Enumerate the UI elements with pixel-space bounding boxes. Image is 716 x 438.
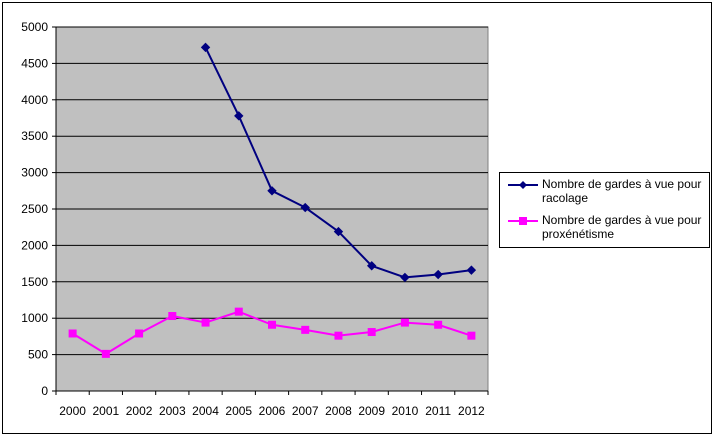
data-point [168,312,177,321]
legend-swatch-proxenetisme [508,217,538,225]
x-tick-label: 2004 [192,404,219,418]
data-point [334,331,343,340]
data-point [234,111,244,121]
y-tick-label: 0 [41,384,48,398]
legend-label-racolage: Nombre de gardes à vue pour racolage [542,177,702,205]
data-point [300,202,310,213]
legend-label-proxenetisme: Nombre de gardes à vue pour proxénétisme [542,213,702,241]
y-tick-label: 1000 [21,311,48,325]
x-tick-label: 2008 [325,404,352,418]
x-tick-label: 2007 [292,404,319,418]
x-tick-label: 2003 [159,404,186,418]
gridlines [56,26,488,356]
data-point [201,318,210,327]
x-tick-label: 2012 [458,404,485,418]
x-tick-label: 2010 [392,404,419,418]
x-tick-label: 2006 [259,404,286,418]
legend-entry-proxenetisme: Nombre de gardes à vue pour proxénétisme [508,213,708,245]
data-point [234,307,243,316]
axes: 0 500 1000 1500 2000 2500 3000 3500 4000 4500 5000… [21,20,489,418]
data-point [434,320,443,329]
y-tick-label: 3000 [21,166,48,180]
data-point [400,272,410,283]
y-tick-label: 1500 [21,275,48,289]
data-point [268,320,276,329]
x-tick-label: 2005 [225,404,252,418]
y-tick-label: 3500 [21,129,48,143]
y-tick-label: 4500 [21,56,48,70]
x-tick-label: 2011 [425,404,451,418]
data-point [366,261,377,271]
x-tick-label: 2009 [358,404,385,418]
data-point [267,186,277,196]
data-point [200,42,211,53]
data-point [333,226,344,237]
y-tick-label: 2500 [21,202,48,216]
x-tick-label: 2002 [126,404,153,418]
series-layer [68,42,477,358]
legend-entry-racolage: Nombre de gardes à vue pour racolage [508,177,708,209]
legend: Nombre de gardes à vue pour racolage Nom… [499,172,710,248]
data-point [68,329,77,338]
y-tick-label: 500 [28,348,48,362]
data-point [467,331,476,340]
x-tick-label: 2001 [92,404,119,418]
data-point [433,269,443,280]
data-point [135,329,144,338]
y-tick-label: 4000 [21,93,48,107]
data-point [301,325,310,334]
x-tick-label: 2000 [59,404,86,418]
y-tick-label: 2000 [21,238,48,252]
legend-swatch-racolage [508,181,538,189]
data-point [101,349,110,358]
data-point [466,265,477,275]
data-point [400,318,409,327]
y-tick-label: 5000 [21,20,48,34]
data-point [367,328,376,337]
